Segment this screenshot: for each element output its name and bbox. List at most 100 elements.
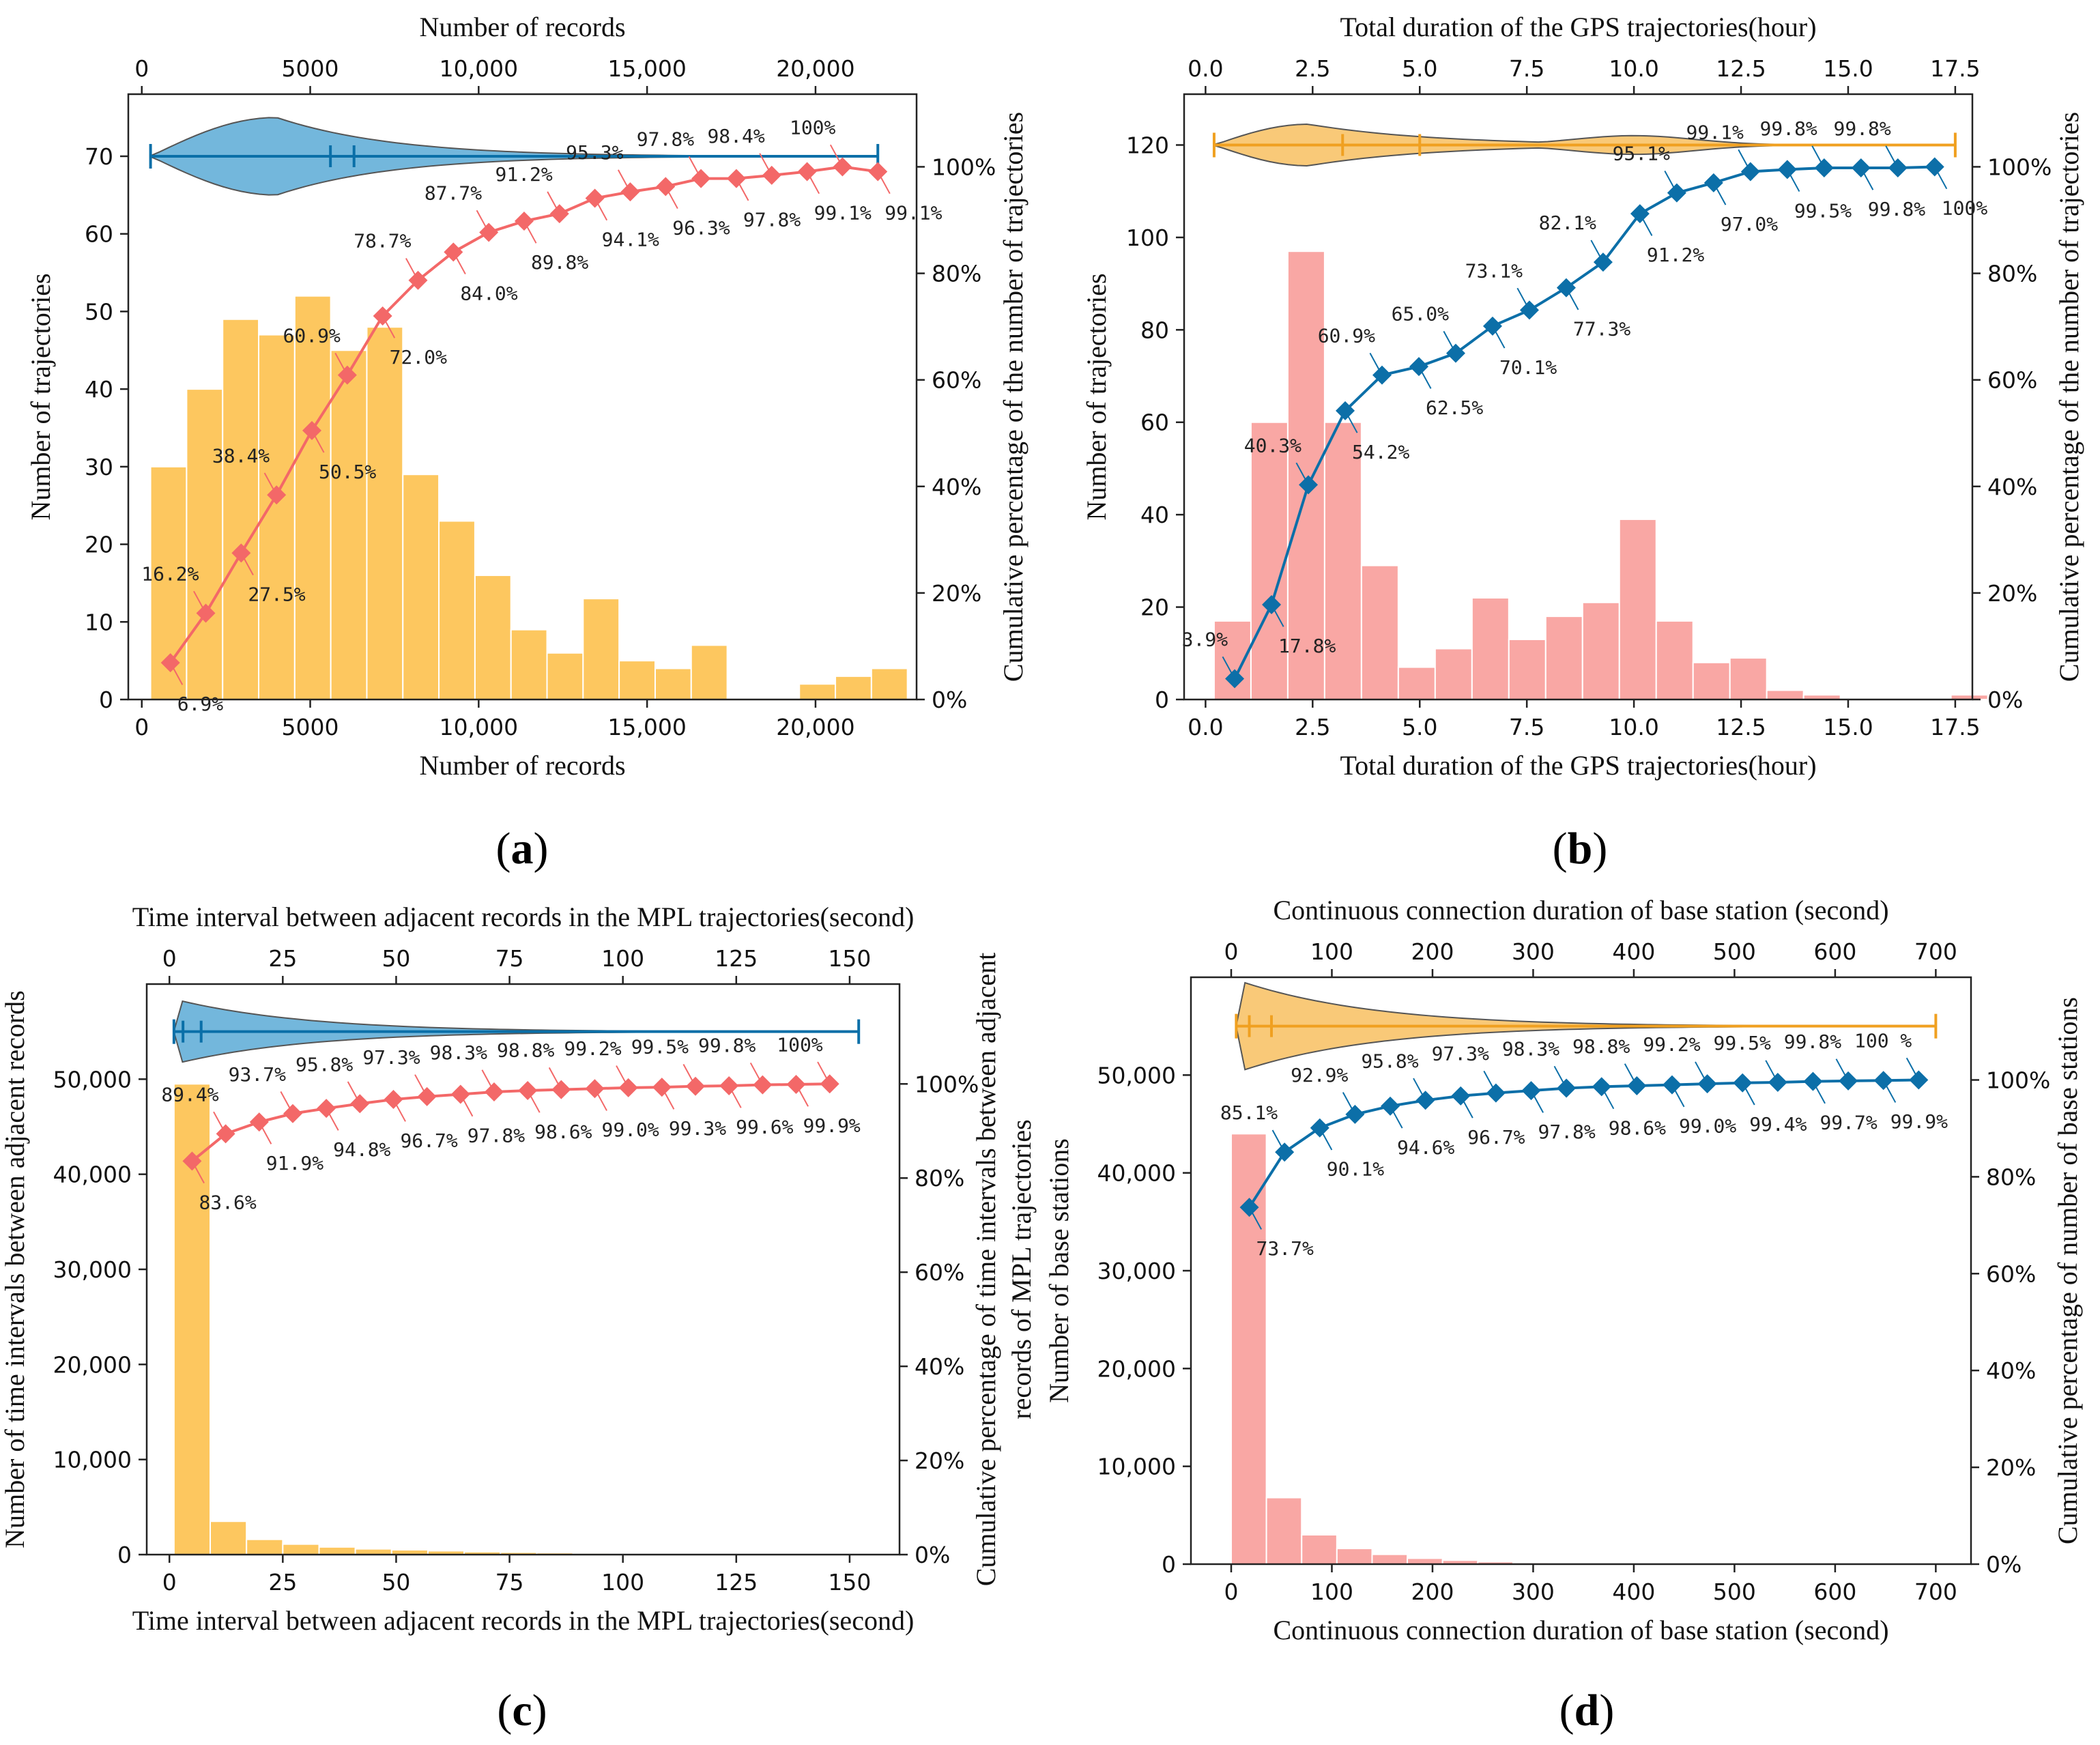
- y2-tick-label: 100%: [932, 154, 996, 180]
- histogram-bar: [1360, 564, 1399, 701]
- y-axis-label: Number of trajectories: [25, 273, 56, 520]
- data-label-leader: [1812, 1081, 1826, 1104]
- data-label: 72.0%: [390, 346, 447, 369]
- top-x-tick-label: 75: [495, 945, 524, 972]
- data-label: 94.8%: [333, 1138, 390, 1161]
- x-tick-label: 10,000: [440, 714, 518, 740]
- data-label-leader: [594, 1088, 607, 1111]
- data-label: 97.3%: [362, 1046, 420, 1069]
- data-label: 97.8%: [637, 128, 694, 151]
- histogram-bar: [1250, 421, 1289, 701]
- histogram-bar: [618, 660, 656, 701]
- data-label-leader: [1860, 167, 1874, 190]
- data-label-leader: [1492, 326, 1506, 349]
- data-label-leader: [806, 171, 820, 194]
- panel-c: 83.6% 89.4% 91.9% 93.7% 94.8% 95.8% 96.7% 97.3%…: [0, 902, 1037, 1735]
- x-tick-label: 5000: [282, 714, 339, 740]
- top-x-tick-label: 0: [1224, 938, 1238, 965]
- top-x-tick-label: 20,000: [776, 55, 854, 82]
- y-tick-label: 60: [85, 221, 113, 248]
- y-axis-label: Number of base stations: [1044, 1138, 1074, 1403]
- data-label-leader: [334, 352, 348, 376]
- histogram-bar: [1692, 661, 1731, 700]
- data-label-leader: [795, 1084, 809, 1107]
- y2-tick-label: 40%: [1987, 474, 2037, 500]
- data-label: 99.5%: [1794, 199, 1852, 222]
- data-label-leader: [1882, 1080, 1897, 1103]
- x-tick-label: 100: [601, 1569, 644, 1596]
- histogram-bar: [282, 1543, 320, 1556]
- y-tick-label: 40,000: [53, 1162, 132, 1188]
- data-label-leader: [1742, 1082, 1755, 1106]
- data-label-leader: [191, 1160, 205, 1184]
- histogram-bar: [1397, 666, 1436, 700]
- histogram-bar: [1286, 250, 1325, 700]
- data-label-leader: [594, 198, 608, 221]
- panel-d: 73.7% 85.1% 90.1% 92.9% 94.6% 95.8% 96.7% 97.3%…: [1044, 895, 2083, 1735]
- data-label: 27.5%: [248, 583, 305, 605]
- x-tick-label: 700: [1914, 1578, 1957, 1605]
- histogram-bar: [1471, 597, 1510, 700]
- data-label: 95.8%: [296, 1053, 353, 1076]
- x-tick-label: 500: [1713, 1578, 1756, 1605]
- data-label-leader: [1530, 1090, 1544, 1113]
- data-label: 62.5%: [1426, 396, 1483, 419]
- data-label-leader: [1695, 1061, 1708, 1084]
- data-label: 99.8%: [1760, 117, 1817, 140]
- data-label-leader: [616, 1065, 629, 1088]
- histogram-bar: [546, 652, 584, 700]
- x-tick-label: 100: [1310, 1578, 1353, 1605]
- y-tick-label: 0: [99, 687, 113, 713]
- y2-axis-label: records of MPL trajectories: [1006, 1119, 1037, 1419]
- data-label-leader: [326, 1108, 339, 1131]
- histogram-bar: [222, 318, 260, 700]
- data-label-leader: [1786, 169, 1800, 192]
- x-tick-label: 17.5: [1930, 714, 1980, 740]
- y-tick-label: 70: [85, 143, 113, 170]
- top-x-tick-label: 15,000: [607, 55, 686, 82]
- data-label: 99.5%: [631, 1036, 689, 1058]
- data-label: 99.8%: [698, 1035, 756, 1057]
- data-label: 94.6%: [1397, 1136, 1454, 1159]
- histogram-bar: [799, 683, 837, 700]
- data-label-leader: [240, 552, 254, 576]
- data-label-leader: [688, 156, 702, 179]
- y2-tick-label: 0%: [1987, 687, 2023, 713]
- y-tick-label: 10,000: [53, 1447, 132, 1473]
- data-label: 99.4%: [1749, 1113, 1807, 1136]
- data-label: 65.0%: [1392, 303, 1449, 326]
- data-label-leader: [481, 1069, 495, 1093]
- data-label: 73.1%: [1465, 259, 1523, 282]
- histogram-bar: [1618, 518, 1657, 700]
- data-label: 99.1%: [814, 201, 872, 224]
- cumulative-marker: [868, 162, 888, 182]
- data-label: 98.3%: [430, 1041, 487, 1064]
- y-tick-label: 60: [1140, 409, 1169, 436]
- panel-a: 6.9% 16.2% 27.5% 38.4% 50.5% 60.9% 72.0% 78.7% 8…: [25, 12, 1029, 874]
- x-tick-label: 75: [495, 1569, 524, 1596]
- data-label-leader: [1390, 1106, 1403, 1129]
- data-label-leader: [1905, 1057, 1920, 1080]
- data-label: 99.1%: [884, 201, 942, 224]
- cumulative-line: [1248, 1078, 1919, 1209]
- histogram-bar: [654, 667, 692, 700]
- data-label-leader: [1460, 1095, 1473, 1119]
- data-label-leader: [452, 251, 466, 275]
- histogram-bar: [186, 388, 224, 701]
- x-tick-label: 10.0: [1609, 714, 1658, 740]
- data-label-leader: [1885, 145, 1899, 169]
- data-label-leader: [476, 210, 490, 233]
- data-label-leader: [1624, 1063, 1638, 1086]
- top-x-axis-label: Time interval between adjacent records i…: [132, 902, 915, 932]
- y2-tick-label: 100%: [1987, 154, 2052, 180]
- y-tick-label: 30,000: [1097, 1258, 1176, 1284]
- data-label: 95.3%: [566, 141, 623, 164]
- data-label-leader: [1712, 182, 1727, 205]
- data-label: 3.9%: [1182, 629, 1228, 651]
- top-x-tick-label: 200: [1411, 938, 1454, 965]
- top-x-tick-label: 150: [828, 945, 871, 972]
- data-label-leader: [1413, 1078, 1426, 1101]
- histogram-bar: [474, 575, 512, 700]
- data-label-leader: [736, 178, 749, 201]
- data-label: 96.3%: [672, 216, 730, 239]
